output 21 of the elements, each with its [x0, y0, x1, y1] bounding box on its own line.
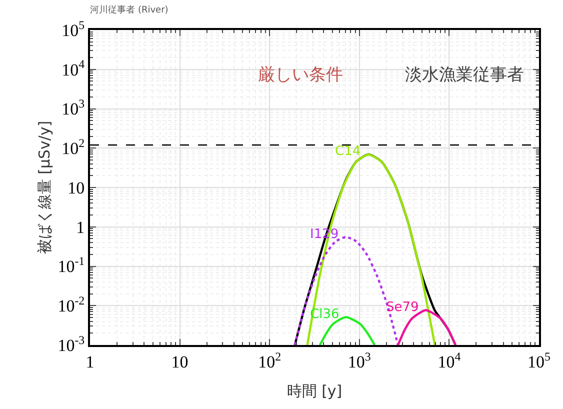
- y-tick-label: 10$^{-3}$: [58, 332, 85, 355]
- y-tick-label: 10$^{3}$: [62, 96, 85, 119]
- x-axis-title: 時間 [y]: [286, 382, 342, 400]
- y-tick-label: 10$^{4}$: [62, 57, 85, 80]
- chart-title: 河川従事者 (River): [90, 4, 168, 16]
- x-tick-label: 10$^{4}$: [438, 349, 461, 372]
- series-label: Se79: [386, 300, 419, 315]
- y-tick-label: 10$^{5}$: [62, 18, 85, 40]
- y-axis-title: 被ばく線量 [μSv/y]: [35, 120, 54, 254]
- x-tick-label: 10$^{3}$: [348, 349, 371, 372]
- annotation: 淡水漁業従事者: [405, 65, 524, 85]
- series-label: C14: [335, 144, 361, 159]
- y-tick-label: 10$^{-1}$: [58, 254, 85, 276]
- annotation: 厳しい条件: [258, 65, 343, 85]
- y-tick-label: 10$^{2}$: [62, 136, 85, 158]
- x-tick-label: 10$^{2}$: [258, 349, 282, 372]
- x-tick-label: 10: [171, 352, 188, 372]
- x-tick-label: 10$^{5}$: [528, 349, 551, 372]
- y-tick-label: 1: [76, 218, 85, 237]
- y-tick-label: 10$^{-2}$: [58, 293, 85, 316]
- y-tick-label: 10: [68, 178, 85, 198]
